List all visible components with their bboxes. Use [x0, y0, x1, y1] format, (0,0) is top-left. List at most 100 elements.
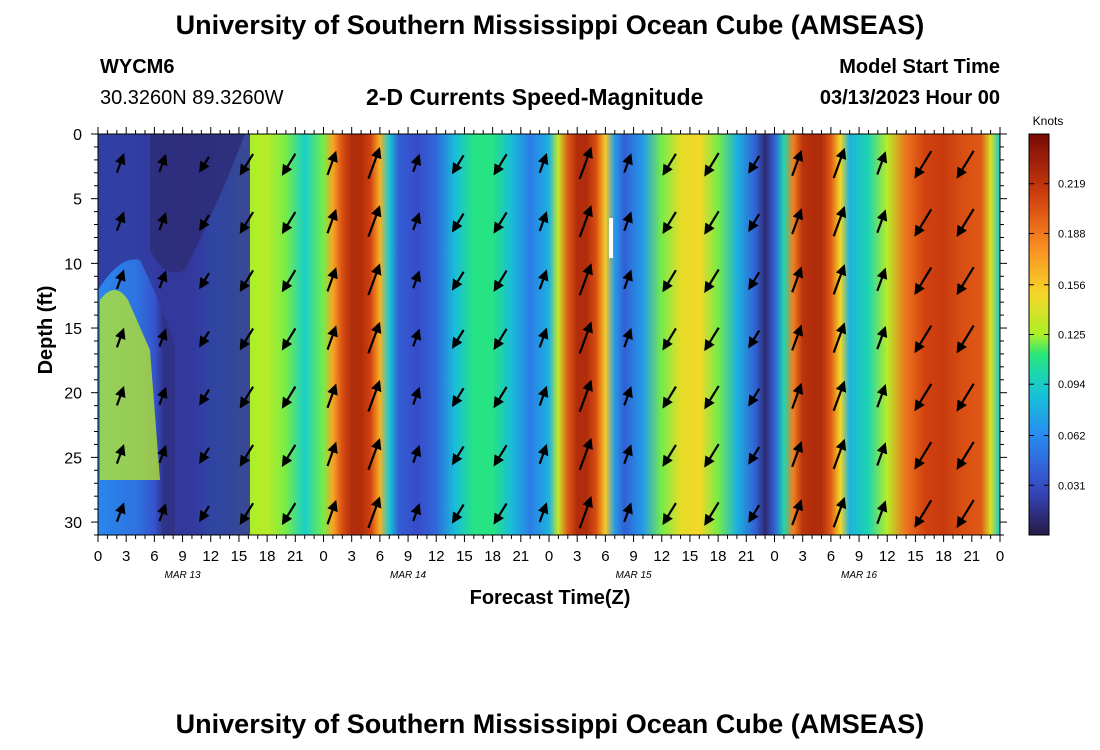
current-vector-arrow: [115, 502, 126, 523]
current-vector-arrow: [493, 502, 508, 525]
current-vector-arrow: [914, 325, 933, 354]
current-vector-arrow: [832, 205, 847, 237]
current-vector-arrow: [199, 330, 210, 348]
current-vector-arrow: [956, 441, 975, 470]
current-vector-arrow: [956, 383, 975, 412]
current-vector-arrow: [791, 266, 804, 293]
y-tick-label: 20: [64, 386, 82, 403]
x-tick-label: 21: [512, 548, 529, 565]
current-vector-arrow: [622, 153, 633, 173]
model-start-value: 03/13/2023 Hour 00: [819, 87, 1000, 109]
current-vector-arrow: [748, 271, 761, 291]
colorbar-tick-label: 0.125: [1058, 330, 1086, 342]
current-vector-arrow: [914, 150, 933, 179]
current-vector-arrow: [748, 446, 761, 465]
current-vector-arrow: [367, 379, 382, 412]
x-tick-label: 15: [231, 548, 248, 565]
current-vector-arrow: [326, 441, 338, 467]
x-tick-label: 6: [150, 548, 158, 565]
current-vector-arrow: [704, 268, 720, 293]
current-vector-arrow: [367, 321, 382, 354]
current-vector-arrow: [367, 438, 382, 471]
current-vector-arrow: [791, 149, 804, 177]
current-vector-arrow: [157, 153, 168, 173]
current-vector-arrow: [410, 270, 422, 289]
x-tick-label: 3: [573, 548, 581, 565]
current-vector-arrow: [622, 269, 633, 290]
current-vector-arrow: [876, 325, 888, 350]
current-vector-arrow: [914, 208, 933, 237]
colorbar-tick-label: 0.031: [1058, 480, 1086, 492]
y-tick-label: 25: [64, 450, 82, 467]
model-start-label: Model Start Time: [839, 56, 1000, 78]
current-vector-arrow: [239, 502, 255, 525]
current-vector-arrow: [157, 328, 168, 347]
current-vector-arrow: [326, 267, 338, 292]
current-vector-arrow: [493, 386, 508, 409]
day-label: MAR 14: [390, 570, 427, 581]
current-vector-arrow: [914, 383, 933, 412]
current-vector-arrow: [914, 499, 933, 528]
current-vector-arrow: [281, 327, 297, 351]
footer-title: University of Southern Mississippi Ocean…: [175, 709, 925, 739]
current-vector-arrow: [326, 499, 338, 525]
x-tick-label: 6: [376, 548, 384, 565]
current-vector-arrow: [537, 502, 549, 523]
current-vector-arrow: [622, 386, 633, 406]
low-speed-core: [150, 134, 245, 273]
current-vector-arrow: [537, 152, 549, 174]
x-tick-label: 6: [827, 548, 835, 565]
current-vector-arrow: [199, 447, 210, 464]
current-vector-arrow: [704, 443, 720, 468]
current-vector-arrow: [451, 387, 465, 408]
current-vector-arrow: [239, 327, 255, 351]
colorbar-tick-label: 0.219: [1058, 179, 1086, 191]
current-vector-arrow: [914, 441, 933, 470]
current-vector-arrow: [326, 150, 338, 176]
y-tick-label: 0: [73, 127, 82, 144]
current-vector-arrow: [622, 444, 633, 464]
current-vector-arrow: [914, 266, 933, 295]
current-vector-arrow: [662, 153, 677, 176]
current-vector-arrow: [157, 503, 168, 522]
x-tick-label: 21: [738, 548, 755, 565]
x-axis-label: Forecast Time(Z): [470, 587, 631, 609]
y-tick-label: 30: [64, 515, 82, 532]
current-vector-arrow: [451, 271, 465, 291]
current-vector-arrow: [704, 152, 720, 177]
colorbar-tick-label: 0.094: [1058, 379, 1086, 391]
current-vector-arrow: [578, 437, 593, 471]
current-vector-arrow: [239, 269, 255, 293]
x-tick-label: 12: [202, 548, 219, 565]
x-tick-label: 9: [629, 548, 637, 565]
current-vector-arrow: [537, 211, 549, 232]
current-vector-arrow: [622, 211, 633, 232]
current-vector-arrow: [748, 155, 761, 174]
current-vector-arrow: [704, 327, 720, 352]
current-vector-arrow: [578, 379, 593, 413]
current-vector-arrow: [791, 382, 804, 409]
current-vector-arrow: [115, 153, 126, 173]
x-tick-label: 18: [484, 548, 501, 565]
x-tick-label: 18: [935, 548, 952, 565]
current-vector-arrow: [115, 444, 126, 464]
current-vector-arrow: [199, 272, 210, 290]
current-vector-arrow: [876, 151, 888, 175]
current-vector-arrow: [493, 444, 508, 467]
x-tick-label: 15: [682, 548, 699, 565]
current-vector-arrow: [748, 504, 761, 523]
x-tick-label: 12: [653, 548, 670, 565]
current-vector-arrow: [157, 444, 168, 464]
current-vector-arrow: [115, 327, 126, 348]
current-vector-arrow: [662, 502, 677, 526]
current-vector-arrow: [115, 269, 126, 290]
current-vector-arrow: [748, 213, 761, 232]
x-tick-label: 0: [319, 548, 327, 565]
current-vector-arrow: [493, 153, 508, 176]
current-vector-arrow: [578, 496, 593, 529]
current-vector-arrow: [367, 147, 382, 179]
day-label: MAR 16: [841, 570, 878, 581]
current-vector-arrow: [662, 444, 677, 467]
current-vector-arrow: [493, 211, 508, 234]
current-vector-arrow: [622, 502, 633, 523]
